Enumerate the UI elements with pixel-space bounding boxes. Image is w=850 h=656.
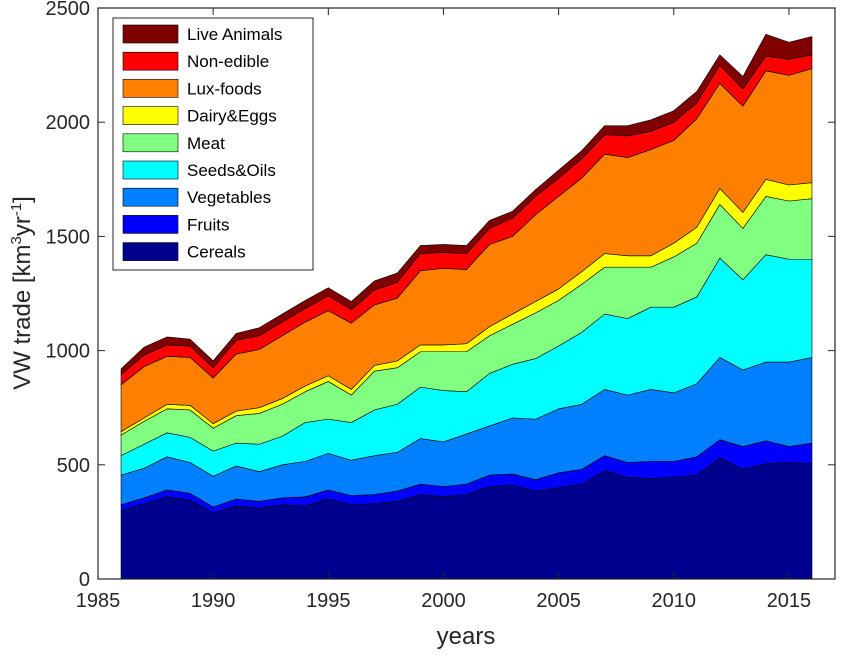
legend-swatch-dairy-eggs (122, 106, 179, 125)
y-tick-label-500: 500 (57, 455, 90, 477)
legend-swatch-fruits (122, 215, 179, 234)
y-tick-label-1500: 1500 (46, 226, 91, 248)
legend-swatch-meat (122, 133, 179, 153)
legend-label-lux-foods: Lux-foods (187, 79, 262, 98)
legend-swatch-non-edible (122, 51, 179, 71)
legend-label-non-edible: Non-edible (187, 52, 269, 71)
y-tick-label-1000: 1000 (46, 341, 91, 363)
legend-label-vegetables: Vegetables (187, 188, 271, 207)
legend-swatch-lux-foods (122, 79, 179, 98)
y-axis-title: VW trade [km3yr-1] (8, 196, 36, 390)
x-tick-label-2005: 2005 (536, 590, 581, 612)
x-tick-label-2010: 2010 (652, 590, 697, 612)
legend-swatch-seeds-oils (122, 160, 179, 180)
x-axis-title: years (437, 623, 496, 650)
legend-swatch-vegetables (122, 187, 179, 207)
y-tick-label-2000: 2000 (46, 112, 91, 134)
legend-label-fruits: Fruits (187, 215, 230, 234)
area-live-animals (120, 33, 813, 375)
x-tick-label-1995: 1995 (306, 590, 351, 612)
legend-swatch-cereals (122, 242, 179, 261)
legend-swatch-live-animals (122, 24, 179, 44)
x-tick-label-1990: 1990 (191, 590, 236, 612)
y-tick-label-2500: 2500 (46, 0, 91, 20)
legend-label-cereals: Cereals (187, 243, 246, 262)
y-tick-label-0: 0 (79, 569, 90, 591)
areas-layer (120, 33, 813, 580)
legend: Live Animals Non-edible Lux-foods Dairy&Egg… (112, 17, 314, 271)
legend-label-dairy-eggs: Dairy&Eggs (187, 107, 277, 126)
legend-label-live-animals: Live Animals (187, 25, 282, 44)
legend-label-meat: Meat (187, 134, 225, 153)
ticks-layer: 1985 1990 1995 2000 2005 2010 2015 0 500 1000 1500… (46, 0, 835, 612)
plot-box (97, 7, 836, 580)
x-tick-label-2000: 2000 (421, 590, 466, 612)
x-tick-label-2015: 2015 (767, 590, 812, 612)
legend-label-seeds-oils: Seeds&Oils (187, 161, 276, 180)
x-tick-label-1985: 1985 (76, 590, 121, 612)
